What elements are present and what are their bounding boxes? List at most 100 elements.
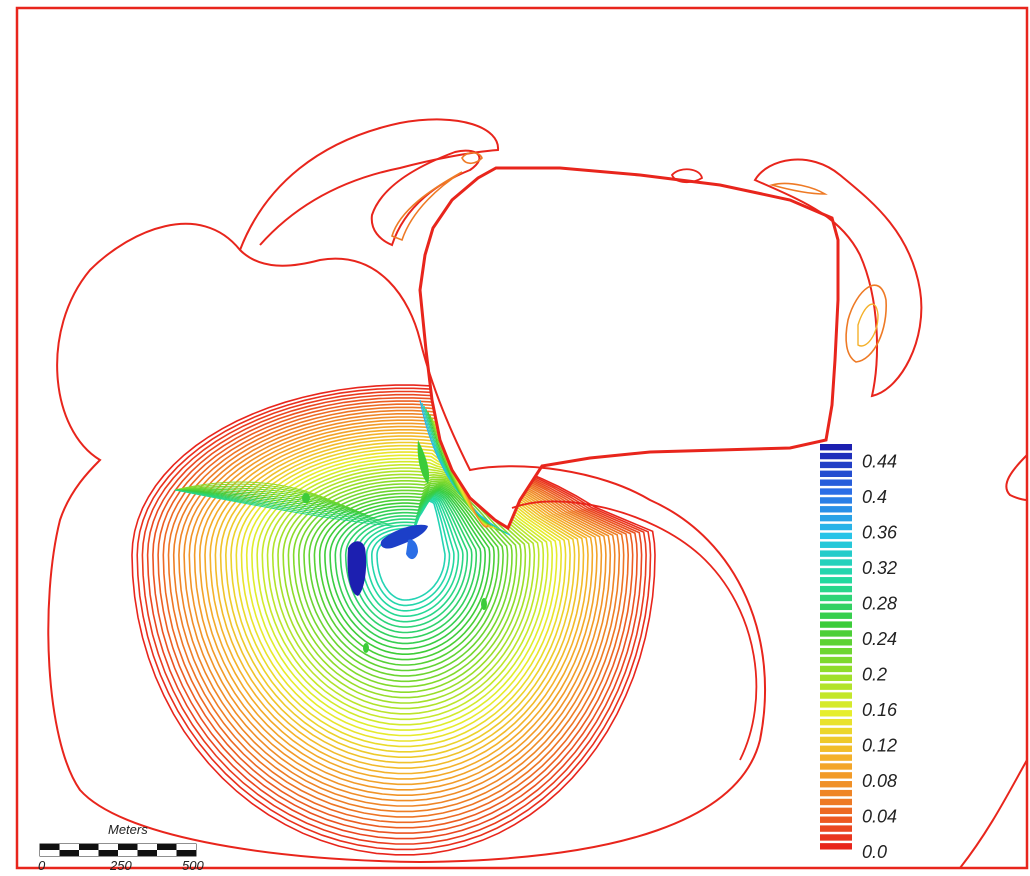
scale-bar-segment: [176, 850, 196, 856]
contour-line: [174, 489, 371, 517]
contour-line: [318, 486, 495, 661]
legend-color-bar: [820, 532, 852, 540]
legend-color-bar: [820, 514, 852, 522]
scale-bar-segment: [98, 850, 118, 856]
contour-line: [174, 489, 356, 511]
legend-color-bar: [820, 488, 852, 495]
scale-bar-segment: [79, 844, 99, 850]
legend-color-bar: [820, 452, 852, 460]
legend-color-bar: [820, 789, 852, 797]
contour-line: [174, 489, 376, 519]
legend-label: 0.04: [862, 807, 897, 827]
legend-color-bar: [820, 621, 852, 628]
legend-color-bar: [820, 834, 852, 841]
legend-color-bar: [820, 612, 852, 619]
offshore-contour: [391, 171, 463, 242]
island-outline: [418, 166, 840, 531]
scale-tick-label: 250: [109, 858, 132, 873]
offshore-contour: [845, 284, 887, 363]
offshore-contour: [769, 182, 828, 195]
legend-color-bar: [820, 692, 852, 699]
legend-color-bar: [820, 781, 852, 788]
scale-tick-label: 500: [182, 858, 204, 873]
legend-color-bar: [820, 479, 852, 486]
legend-color-bar: [820, 745, 852, 752]
legend-color-bar: [820, 727, 852, 735]
legend-label: 0.0: [862, 842, 887, 862]
legend-color-bar: [820, 506, 852, 513]
legend-label: 0.08: [862, 771, 897, 791]
scale-bar-segment: [118, 844, 138, 850]
scale-bar-title: Meters: [108, 822, 148, 837]
scale-bar-segment: [40, 844, 60, 850]
hotspot-features: [302, 440, 487, 653]
scale-bar-segment: [176, 844, 196, 850]
hotspot-blob: [347, 541, 367, 596]
legend-color-bar: [820, 798, 852, 806]
contour-line: [174, 488, 351, 509]
legend-label: 0.2: [862, 665, 887, 685]
scale-bar-segment: [59, 850, 79, 856]
contour-line: [174, 489, 366, 515]
legend-label: 0.36: [862, 523, 898, 543]
legend-color-bar: [820, 585, 852, 593]
legend-color-bar: [820, 594, 852, 602]
legend-color-bar: [820, 444, 852, 451]
contour-line: [292, 480, 518, 688]
contour-line: [297, 481, 513, 683]
legend-color-bar: [820, 754, 852, 761]
legend-color-bar: [820, 701, 852, 708]
hotspot-blob: [481, 598, 487, 610]
legend-color-bar: [820, 559, 852, 566]
hotspot-blob: [302, 493, 310, 503]
offshore-contour: [461, 151, 483, 165]
contour-line: [324, 488, 491, 655]
legend-color-bars: [820, 444, 852, 850]
scale-bar-segment: [137, 844, 157, 850]
legend-label: 0.16: [862, 700, 898, 720]
legend-color-bar: [820, 683, 852, 690]
contour-line: [303, 482, 509, 677]
contour-line: [174, 489, 386, 523]
scale-bar: Meters 0 250 500: [38, 822, 204, 873]
contour-line: [287, 478, 522, 693]
legend-color-bar: [820, 550, 852, 557]
scale-bar-segments: [40, 844, 196, 856]
contour-line: [174, 489, 391, 525]
contour-line: [174, 487, 346, 507]
legend-color-bar: [820, 843, 852, 850]
legend-color-bar: [820, 639, 852, 646]
scale-bar-segment: [59, 844, 79, 850]
legend-color-bar: [820, 656, 852, 664]
contour-line: [282, 476, 527, 699]
scale-bar-segment: [79, 850, 99, 856]
legend-color-bar: [820, 763, 852, 770]
contour-lines: [131, 384, 656, 856]
legend-color-bar: [820, 674, 852, 681]
legend-color-bar: [820, 470, 852, 477]
scale-tick-label: 0: [38, 858, 46, 873]
legend-color-bar: [820, 825, 852, 832]
color-legend: 0.44 0.4 0.36 0.32 0.28 0.24 0.2 0.16 0.12 0.08 0.…: [820, 444, 898, 862]
hotspot-blob: [417, 440, 430, 484]
contour-line: [174, 489, 361, 513]
legend-label: 0.44: [862, 452, 897, 472]
legend-label: 0.12: [862, 736, 897, 756]
legend-color-bar: [820, 497, 852, 504]
legend-color-bar: [820, 577, 852, 584]
contour-line: [174, 481, 331, 501]
legend-labels: 0.44 0.4 0.36 0.32 0.28 0.24 0.2 0.16 0.12 0.08 0.…: [862, 452, 898, 862]
contour-line: [174, 485, 341, 505]
contour-line: [174, 489, 381, 521]
legend-color-bar: [820, 718, 852, 726]
contour-line: [174, 483, 336, 503]
offshore-contour: [959, 759, 1028, 869]
outer-contour: [511, 500, 758, 761]
outer-contour: [47, 222, 767, 864]
offshore-contour: [857, 303, 879, 347]
legend-color-bar: [820, 603, 852, 611]
domain-border: [15, 6, 1029, 870]
legend-label: 0.24: [862, 629, 897, 649]
legend-color-bar: [820, 772, 852, 779]
